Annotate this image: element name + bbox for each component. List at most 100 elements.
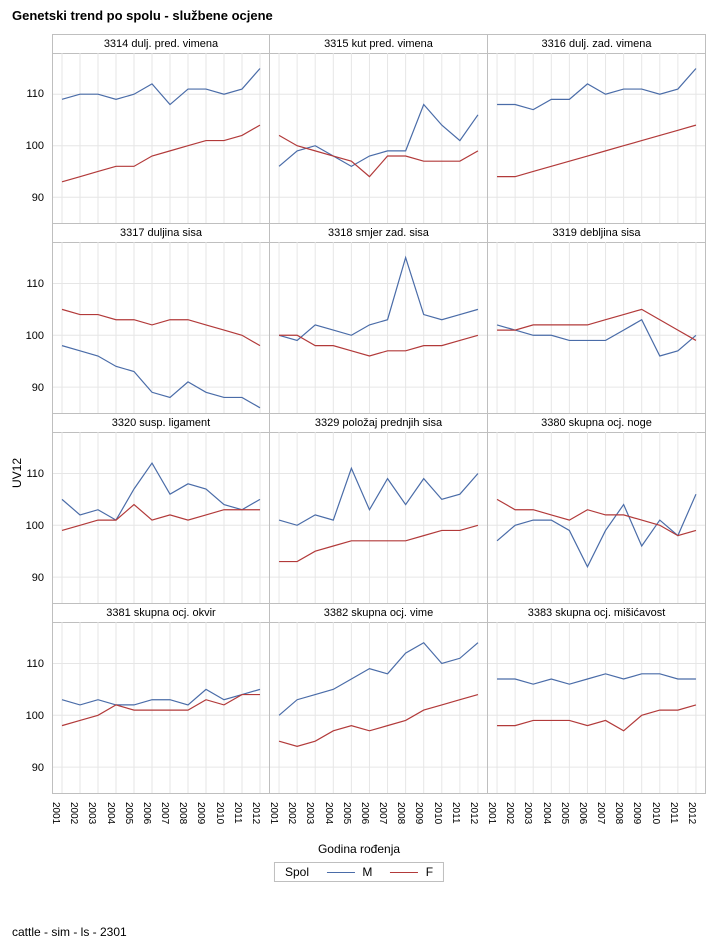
panel: 3380 skupna ocj. noge [488, 414, 706, 604]
panel: 3329 položaj prednjih sisa [270, 414, 488, 604]
y-tick: 110 [0, 468, 44, 480]
panel-title: 3320 susp. ligament [53, 414, 269, 433]
y-tick: 90 [0, 382, 44, 394]
x-tick: 2005 [559, 802, 570, 824]
y-tick-labels: 90100110901001109010011090100110 [0, 34, 50, 794]
legend-swatch-f [390, 872, 418, 873]
panel-title: 3329 položaj prednjih sisa [270, 414, 487, 433]
y-tick: 110 [0, 278, 44, 290]
series-line-m [279, 643, 478, 716]
panel: 3320 susp. ligament [52, 414, 270, 604]
panel-plot [270, 432, 487, 603]
series-line-m [279, 258, 478, 341]
x-tick: 2012 [250, 802, 261, 824]
y-tick: 100 [0, 520, 44, 532]
panel-plot [488, 432, 705, 603]
panel-plot [488, 53, 705, 223]
legend-item-f: F [386, 865, 433, 879]
series-line-m [279, 468, 478, 525]
legend-title: Spol [285, 865, 309, 879]
series-line-f [279, 135, 478, 176]
series-line-m [497, 320, 696, 356]
panel-title: 3317 duljina sisa [53, 224, 269, 243]
series-line-m [62, 68, 260, 104]
panel-title: 3319 debljina sisa [488, 224, 705, 243]
panel: 3314 dulj. pred. vimena [52, 34, 270, 224]
x-tick: 2012 [468, 802, 479, 824]
legend: Spol M F [274, 862, 444, 882]
y-tick: 90 [0, 192, 44, 204]
legend-label-m: M [362, 865, 372, 879]
x-tick: 2011 [232, 802, 243, 824]
x-tick: 2008 [177, 802, 188, 824]
x-tick: 2008 [395, 802, 406, 824]
panel: 3317 duljina sisa [52, 224, 270, 414]
panel-title: 3318 smjer zad. sisa [270, 224, 487, 243]
x-tick: 2004 [323, 802, 334, 824]
x-tick: 2001 [268, 802, 279, 824]
x-tick: 2003 [304, 802, 315, 824]
series-line-f [497, 309, 696, 340]
x-tick: 2001 [50, 802, 61, 824]
y-tick: 110 [0, 658, 44, 670]
x-tick: 2002 [68, 802, 79, 824]
x-tick: 2010 [432, 802, 443, 824]
x-tick: 2009 [413, 802, 424, 824]
y-tick: 110 [0, 88, 44, 100]
y-tick: 100 [0, 710, 44, 722]
series-line-m [497, 674, 696, 684]
footer-text: cattle - sim - ls - 2301 [12, 925, 127, 939]
x-tick: 2011 [668, 802, 679, 824]
series-line-f [62, 505, 260, 531]
panel-plot [270, 622, 487, 793]
series-line-f [497, 125, 696, 177]
panel-title: 3381 skupna ocj. okvir [53, 604, 269, 623]
legend-item-m: M [323, 865, 372, 879]
panel: 3381 skupna ocj. okvir [52, 604, 270, 794]
series-line-f [62, 309, 260, 345]
panel-plot [53, 242, 269, 413]
x-tick: 2003 [522, 802, 533, 824]
panel-plot [270, 242, 487, 413]
panel: 3318 smjer zad. sisa [270, 224, 488, 414]
x-tick-column: 2001200220032004200520062007200820092010… [488, 798, 706, 834]
x-tick: 2006 [141, 802, 152, 824]
panel: 3383 skupna ocj. mišićavost [488, 604, 706, 794]
x-tick: 2007 [377, 802, 388, 824]
series-line-f [279, 335, 478, 356]
series-line-m [62, 346, 260, 408]
series-line-f [497, 499, 696, 535]
y-tick: 100 [0, 140, 44, 152]
series-line-m [497, 494, 696, 567]
series-line-m [279, 105, 478, 167]
series-line-f [497, 705, 696, 731]
panel-grid: 3314 dulj. pred. vimena3315 kut pred. vi… [52, 34, 706, 794]
panel: 3316 dulj. zad. vimena [488, 34, 706, 224]
panel-title: 3315 kut pred. vimena [270, 35, 487, 54]
panel-title: 3316 dulj. zad. vimena [488, 35, 705, 54]
panel-title: 3314 dulj. pred. vimena [53, 35, 269, 54]
x-tick: 2010 [214, 802, 225, 824]
panel-plot [270, 53, 487, 223]
y-tick: 90 [0, 572, 44, 584]
x-tick: 2003 [86, 802, 97, 824]
panel-plot [53, 432, 269, 603]
x-tick: 2005 [123, 802, 134, 824]
x-tick: 2006 [577, 802, 588, 824]
x-tick: 2007 [595, 802, 606, 824]
x-tick: 2004 [541, 802, 552, 824]
panel: 3319 debljina sisa [488, 224, 706, 414]
x-tick-column: 2001200220032004200520062007200820092010… [52, 798, 270, 834]
legend-label-f: F [426, 865, 433, 879]
series-line-m [62, 463, 260, 520]
x-tick: 2006 [359, 802, 370, 824]
page-title: Genetski trend po spolu - službene ocjen… [12, 8, 273, 23]
panel: 3315 kut pred. vimena [270, 34, 488, 224]
x-tick-column: 2001200220032004200520062007200820092010… [270, 798, 488, 834]
x-tick: 2002 [286, 802, 297, 824]
series-line-m [497, 68, 696, 109]
panel-title: 3380 skupna ocj. noge [488, 414, 705, 433]
legend-swatch-m [327, 872, 355, 873]
x-tick: 2004 [105, 802, 116, 824]
page-root: Genetski trend po spolu - službene ocjen… [0, 0, 718, 945]
